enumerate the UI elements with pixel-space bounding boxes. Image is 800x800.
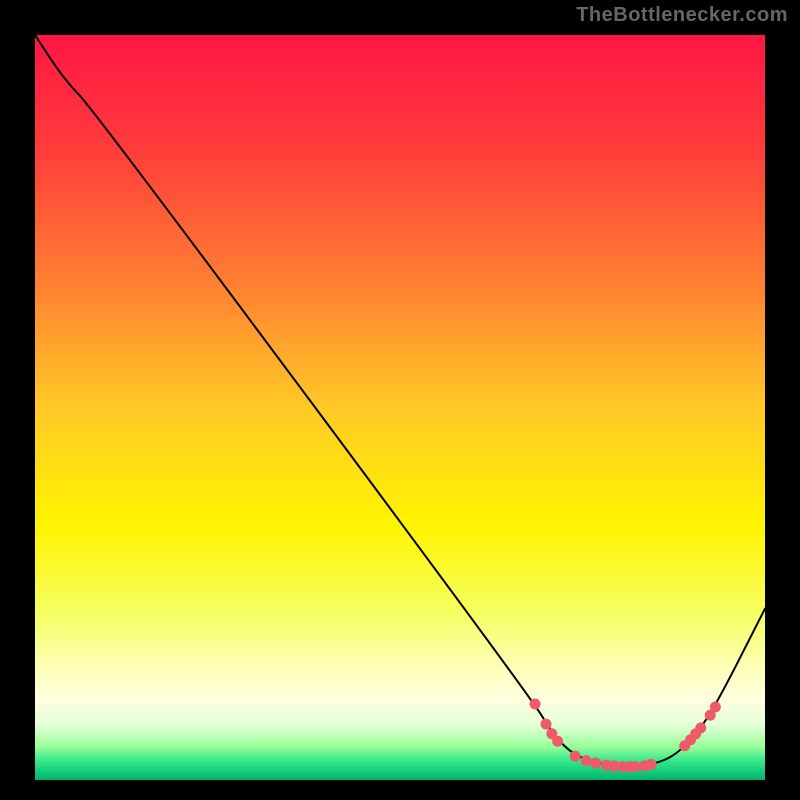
- marker-point: [581, 756, 591, 766]
- marker-point: [553, 736, 563, 746]
- gradient-background: [35, 35, 765, 780]
- marker-point: [710, 702, 720, 712]
- marker-point: [541, 719, 551, 729]
- watermark-text: TheBottlenecker.com: [576, 4, 788, 27]
- marker-point: [696, 723, 706, 733]
- marker-point: [530, 699, 540, 709]
- marker-point: [570, 751, 580, 761]
- marker-point: [646, 759, 656, 769]
- plot-area: [35, 35, 765, 780]
- marker-point: [630, 762, 640, 772]
- plot-svg: [35, 35, 765, 780]
- marker-point: [591, 758, 601, 768]
- chart-frame: TheBottlenecker.com: [0, 0, 800, 800]
